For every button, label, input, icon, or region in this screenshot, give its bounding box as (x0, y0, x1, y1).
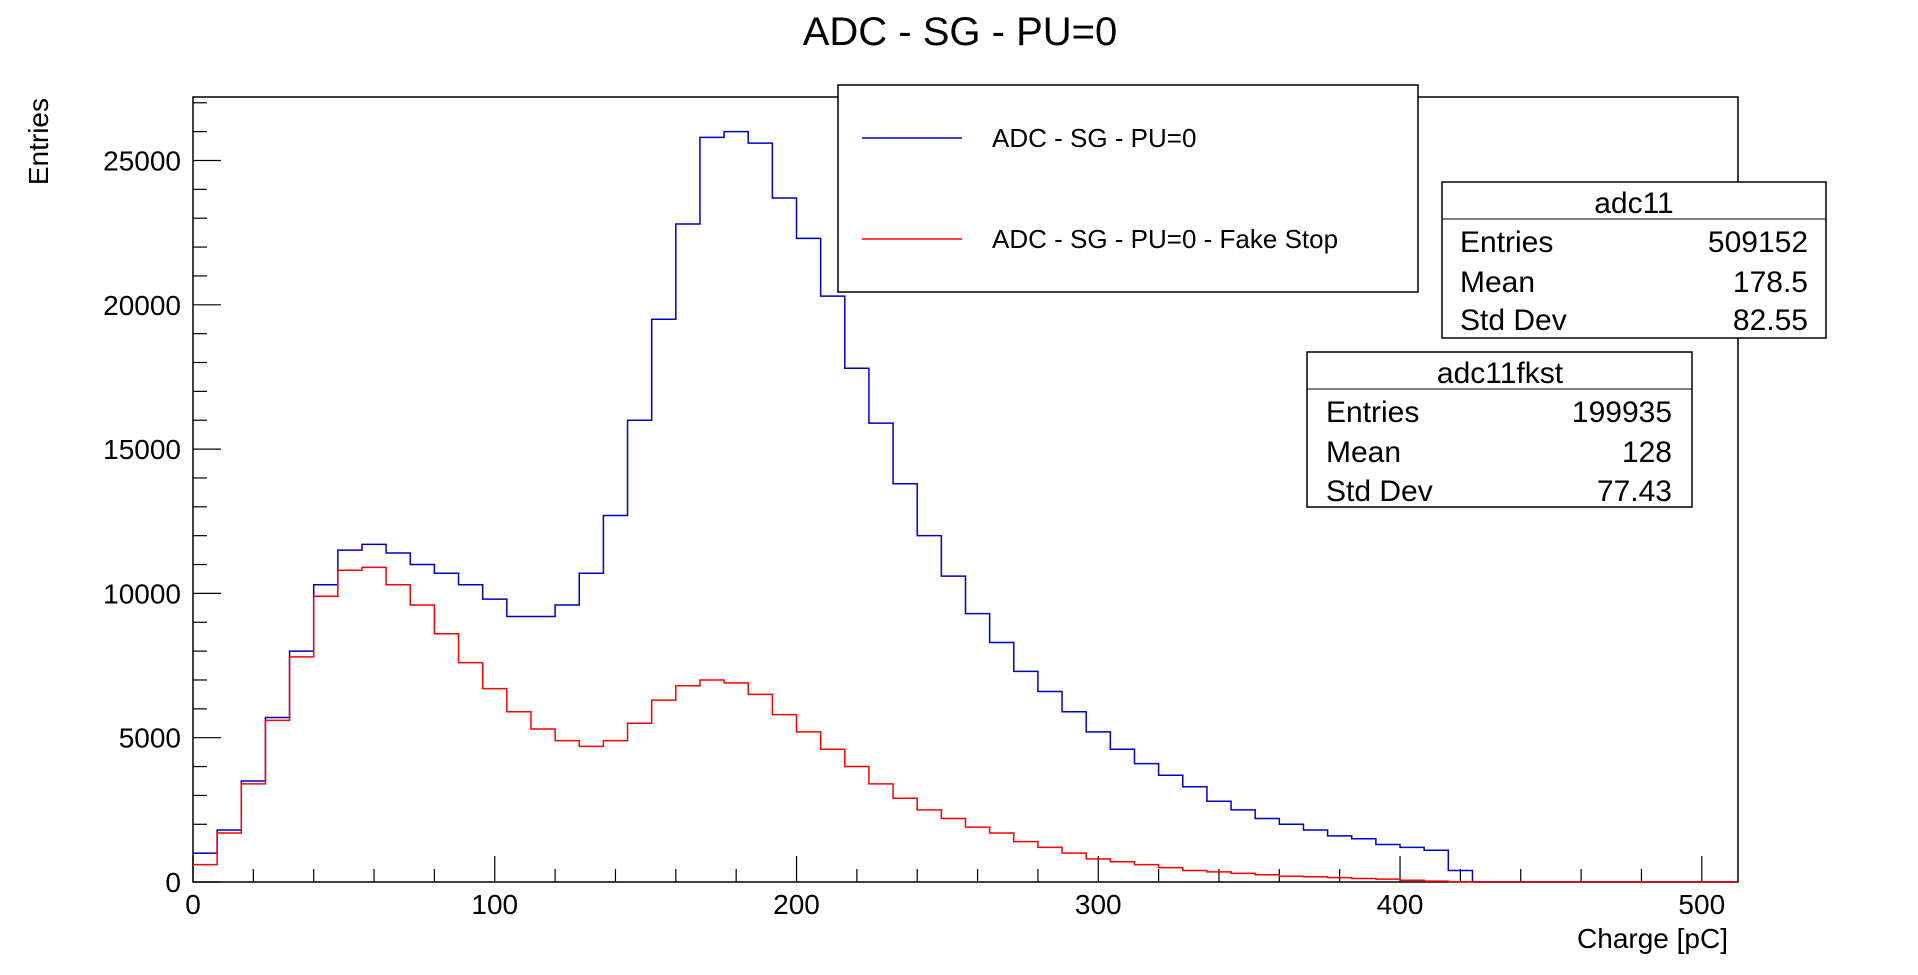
stats-value-stddev: 82.55 (1733, 304, 1808, 337)
series-layer (193, 130, 1738, 883)
y-axis-label: Entries (23, 98, 54, 185)
legend: ADC - SG - PU=0 ADC - SG - PU=0 - Fake S… (837, 84, 1419, 293)
stats-value-entries: 509152 (1708, 226, 1808, 259)
stats-value-entries: 199935 (1572, 396, 1672, 429)
series-adc11fkst-histogram (193, 566, 1738, 883)
stats-box-frame (1306, 351, 1693, 508)
x-tick-label: 400 (1377, 889, 1424, 920)
legend-label-blue: ADC - SG - PU=0 (992, 123, 1196, 153)
x-tick-label: 100 (471, 889, 518, 920)
series-adc11-histogram (193, 130, 1738, 883)
x-tick-label: 300 (1075, 889, 1122, 920)
y-tick-label: 15000 (103, 434, 181, 465)
stats-label-mean: Mean (1460, 266, 1535, 299)
stats-box-title: adc11 (1594, 187, 1674, 220)
stats-label-stddev: Std Dev (1326, 475, 1433, 508)
stats-label-entries: Entries (1460, 226, 1553, 259)
y-tick-label: 0 (165, 867, 181, 898)
stats-label-entries: Entries (1326, 396, 1419, 429)
x-tick-label: 500 (1678, 889, 1725, 920)
legend-box (837, 84, 1419, 293)
x-tick-label: 200 (773, 889, 820, 920)
stats-box-adc11: adc11 Entries 509152 Mean 178.5 Std Dev … (1441, 181, 1827, 339)
stats-box-frame (1441, 181, 1827, 339)
stats-value-mean: 178.5 (1733, 266, 1808, 299)
stats-box-adc11fkst: adc11fkst Entries 199935 Mean 128 Std De… (1306, 351, 1693, 508)
y-tick-label: 5000 (119, 723, 181, 754)
axis-ticks (192, 102, 1703, 883)
y-tick-label: 25000 (103, 145, 181, 176)
stats-value-mean: 128 (1622, 436, 1672, 469)
y-tick-label: 10000 (103, 578, 181, 609)
y-tick-labels: 0 5000 10000 15000 20000 25000 (103, 145, 181, 898)
legend-label-red: ADC - SG - PU=0 - Fake Stop (992, 224, 1338, 254)
y-tick-label: 20000 (103, 290, 181, 321)
x-tick-labels: 0 100 200 300 400 500 (185, 889, 1725, 920)
stats-label-stddev: Std Dev (1460, 304, 1567, 337)
stats-value-stddev: 77.43 (1597, 475, 1672, 508)
x-tick-label: 0 (185, 889, 201, 920)
stats-label-mean: Mean (1326, 436, 1401, 469)
x-axis-label: Charge [pC] (1577, 923, 1728, 954)
chart-title: ADC - SG - PU=0 (803, 10, 1118, 54)
stats-box-title: adc11fkst (1437, 357, 1564, 390)
